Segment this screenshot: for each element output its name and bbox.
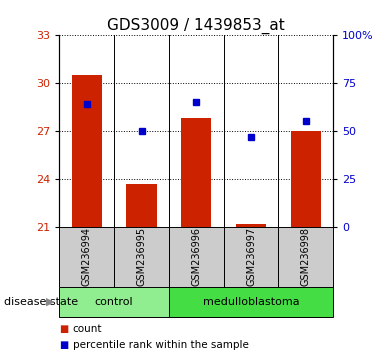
Text: GSM236998: GSM236998 [301,227,311,286]
Text: GSM236996: GSM236996 [191,227,201,286]
Bar [72,75,102,227]
Bar [278,227,333,287]
Text: control: control [95,297,133,307]
Bar [169,287,333,317]
Text: count: count [73,324,102,334]
Text: GSM236994: GSM236994 [82,227,92,286]
Bar [181,118,211,227]
Bar [224,227,278,287]
Bar [291,131,321,227]
Title: GDS3009 / 1439853_at: GDS3009 / 1439853_at [107,18,285,34]
Text: medulloblastoma: medulloblastoma [203,297,300,307]
Bar [59,227,114,287]
Text: ■: ■ [59,324,69,334]
Bar [126,183,157,227]
Text: ▶: ▶ [46,297,54,307]
Bar [236,224,266,227]
Text: disease state: disease state [4,297,78,307]
Text: GSM236995: GSM236995 [136,227,147,286]
Text: percentile rank within the sample: percentile rank within the sample [73,340,249,350]
Bar [114,227,169,287]
Text: GSM236997: GSM236997 [246,227,256,286]
Text: ■: ■ [59,340,69,350]
Bar [169,227,224,287]
Bar [59,287,169,317]
